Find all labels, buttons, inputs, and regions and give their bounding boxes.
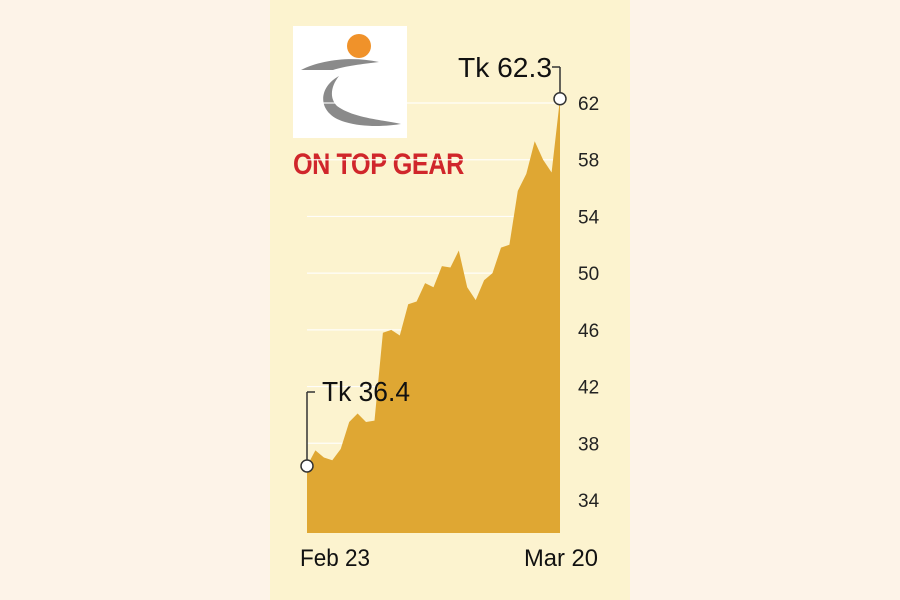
company-logo [293,26,407,138]
y-tick-label: 54 [578,207,600,228]
chart-headline: ON TOP GEAR [293,148,464,181]
logo-orange-dot [347,34,371,58]
y-tick-label: 46 [578,321,599,342]
company-logo-icon [301,34,401,126]
y-tick-label: 62 [578,94,599,115]
x-axis-start-label: Feb 23 [300,545,370,572]
y-axis-ticks: 34 38 42 46 50 54 58 62 [578,94,600,512]
y-tick-label: 38 [578,434,599,455]
price-area [307,98,560,533]
x-axis-end-label: Mar 20 [524,545,598,572]
logo-bottom-swoosh [323,76,401,126]
end-point-marker [553,91,567,106]
y-tick-label: 50 [578,264,599,285]
logo-top-swoosh [301,59,379,70]
y-tick-label: 34 [578,491,600,512]
start-point-marker [300,459,314,473]
y-tick-label: 58 [578,151,599,172]
start-annotation: Tk 36.4 [322,376,410,407]
end-annotation: Tk 62.3 [458,52,552,83]
y-tick-label: 42 [578,378,599,399]
